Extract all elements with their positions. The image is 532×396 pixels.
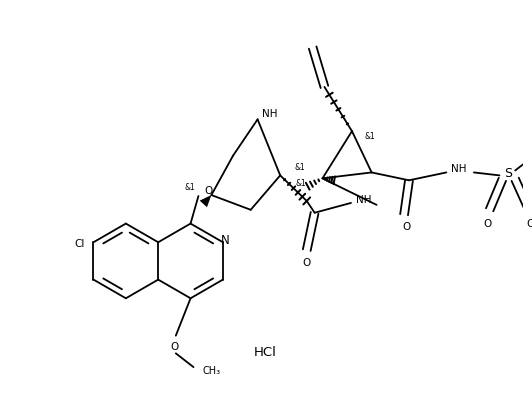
Text: &1: &1 — [295, 163, 305, 172]
Text: O: O — [484, 219, 492, 228]
Text: Cl: Cl — [74, 239, 85, 249]
Text: CH₃: CH₃ — [202, 366, 220, 376]
Text: O: O — [204, 186, 212, 196]
Text: &1: &1 — [364, 131, 375, 141]
Polygon shape — [200, 195, 211, 207]
Text: O: O — [303, 258, 311, 268]
Text: N: N — [220, 234, 229, 247]
Text: NH: NH — [451, 164, 467, 175]
Text: O: O — [402, 223, 410, 232]
Text: &1: &1 — [185, 183, 195, 192]
Text: S: S — [504, 167, 512, 180]
Text: NH: NH — [356, 195, 371, 205]
Text: O: O — [171, 343, 179, 352]
Text: HCl: HCl — [254, 346, 277, 359]
Text: O: O — [527, 219, 532, 228]
Text: NH: NH — [262, 109, 277, 120]
Text: &1: &1 — [295, 179, 306, 188]
